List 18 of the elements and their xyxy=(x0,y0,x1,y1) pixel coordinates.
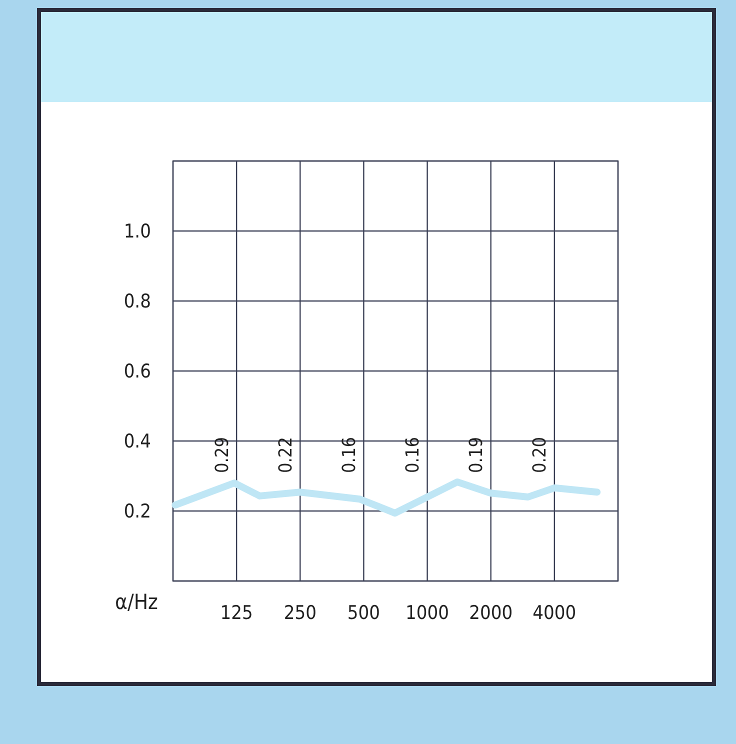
y-tick-label: 0.2 xyxy=(124,500,151,523)
y-tick-label: 0.4 xyxy=(124,430,151,453)
x-tick-label: 125 xyxy=(220,602,253,624)
annotation: 0.22 xyxy=(275,436,296,474)
annotation: 0.16 xyxy=(339,436,360,474)
annotation: 0.29 xyxy=(212,436,233,474)
x-tick-label: 250 xyxy=(284,602,316,624)
x-axis-title: α/Hz xyxy=(115,590,158,614)
annotation: 0.20 xyxy=(530,436,551,474)
y-tick-label: 0.8 xyxy=(124,290,151,313)
x-tick-label: 2000 xyxy=(469,602,513,624)
x-tick-label: 1000 xyxy=(406,602,450,624)
y-tick-label: 1.0 xyxy=(124,220,151,243)
x-tick-label: 500 xyxy=(347,602,380,624)
x-tick-label: 4000 xyxy=(532,602,576,624)
y-tick-label: 0.6 xyxy=(124,360,151,383)
annotation: 0.16 xyxy=(402,436,424,474)
annotation: 0.19 xyxy=(466,436,488,474)
